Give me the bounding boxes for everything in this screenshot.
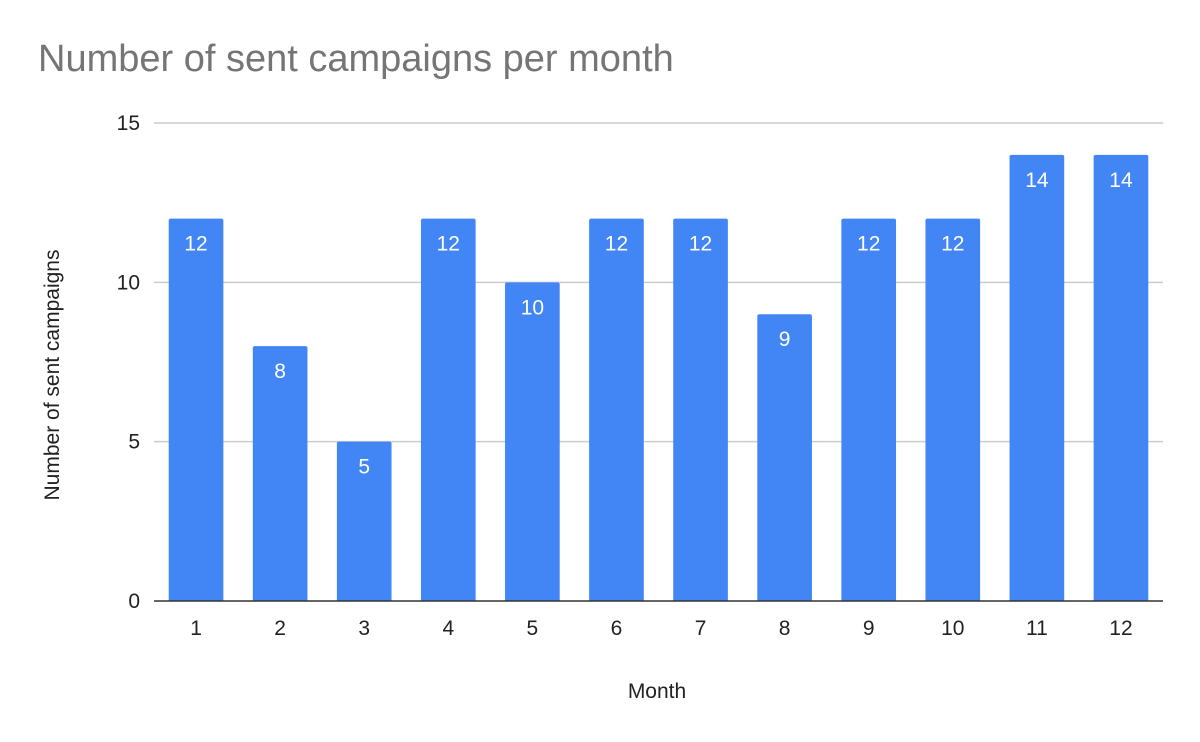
- x-tick-label-1: 1: [190, 617, 202, 640]
- x-tick-label-4: 4: [442, 617, 454, 640]
- bar-month-3: [336, 441, 392, 601]
- bar-month-6: [589, 218, 644, 601]
- x-tick-label-12: 12: [1109, 617, 1132, 640]
- x-tick-label-11: 11: [1026, 617, 1048, 640]
- bar-month-2: [252, 346, 308, 601]
- data-label-month-7: 12: [689, 233, 712, 256]
- bar-month-4: [420, 218, 476, 601]
- y-tick-label-5: 5: [128, 431, 140, 454]
- x-tick-label-3: 3: [358, 617, 370, 640]
- data-label-month-3: 5: [358, 456, 370, 479]
- bar-month-9: [841, 218, 897, 601]
- y-tick-label-15: 15: [117, 112, 140, 135]
- data-label-month-5: 10: [521, 296, 544, 319]
- data-label-month-6: 12: [605, 233, 628, 256]
- bar-month-8: [757, 314, 812, 601]
- x-tick-label-2: 2: [274, 617, 286, 640]
- x-tick-label-5: 5: [527, 617, 539, 640]
- data-label-month-4: 12: [437, 233, 460, 256]
- y-axis-title: Number of sent campaigns: [41, 250, 64, 501]
- x-tick-label-6: 6: [611, 617, 623, 640]
- bar-month-5: [505, 282, 560, 601]
- bar-month-7: [673, 218, 728, 601]
- data-label-month-8: 9: [779, 328, 791, 351]
- x-tick-label-8: 8: [779, 617, 791, 640]
- chart-title: Number of sent campaigns per month: [38, 38, 674, 80]
- bars: 12 8 5 12 10 12 12 9 12 12 14 14: [168, 154, 1149, 601]
- x-tick-label-10: 10: [941, 617, 964, 640]
- bar-month-10: [925, 218, 981, 601]
- y-tick-label-10: 10: [117, 271, 140, 294]
- data-label-month-12: 14: [1109, 169, 1133, 192]
- data-label-month-11: 14: [1025, 169, 1049, 192]
- data-label-month-10: 12: [941, 233, 964, 256]
- x-axis-title: Month: [628, 680, 686, 703]
- x-tick-label-9: 9: [863, 617, 875, 640]
- data-label-month-2: 8: [274, 360, 286, 383]
- data-label-month-9: 12: [857, 233, 880, 256]
- bar-month-11: [1009, 154, 1065, 601]
- bar-month-1: [168, 218, 224, 601]
- gridlines: [154, 122, 1163, 443]
- bar-month-12: [1093, 154, 1149, 601]
- x-tick-label-7: 7: [695, 617, 707, 640]
- y-tick-label-0: 0: [128, 590, 140, 613]
- data-label-month-1: 12: [184, 233, 207, 256]
